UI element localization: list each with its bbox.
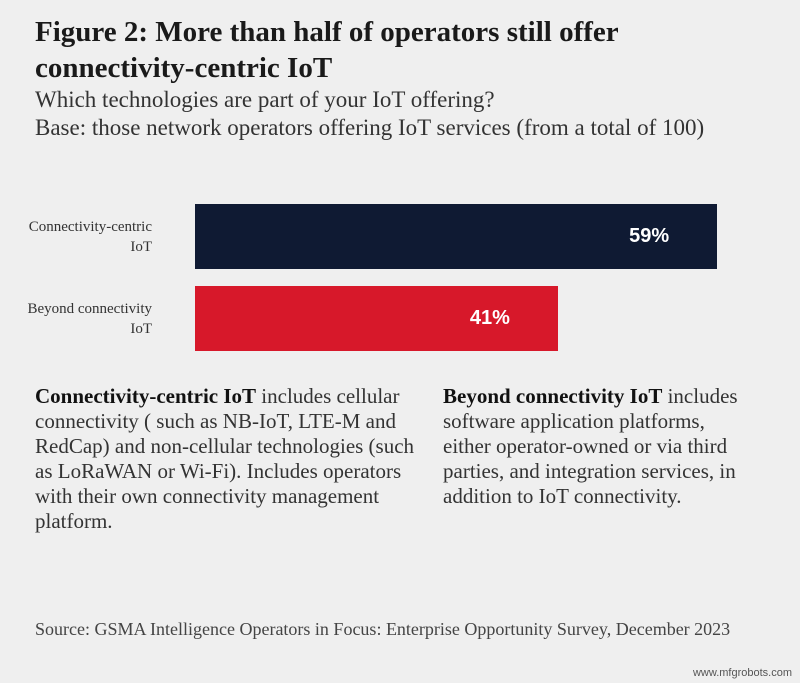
subtitle-block: Which technologies are part of your IoT … xyxy=(35,86,735,142)
note: Beyond connectivity IoT includes softwar… xyxy=(443,384,753,509)
bar xyxy=(195,286,558,351)
bar xyxy=(195,204,718,269)
note-term: Beyond connectivity IoT xyxy=(443,384,663,408)
category-label: Connectivity-centric IoT xyxy=(28,218,152,255)
subtitle: Which technologies are part of your IoT … xyxy=(35,87,495,112)
note: Connectivity-centric IoT includes cellul… xyxy=(35,384,415,534)
value-label: 41% xyxy=(469,306,510,329)
note-text: includes software application platforms,… xyxy=(443,384,738,508)
note-term: Connectivity-centric IoT xyxy=(35,384,257,408)
category-label: Beyond connectivity IoT xyxy=(27,300,152,337)
watermark: www.mfgrobots.com xyxy=(692,667,792,679)
base-note: Base: those network operators offering I… xyxy=(35,115,705,140)
value-label: 59% xyxy=(629,224,670,247)
note-text: includes cellular connectivity ( such as… xyxy=(35,384,415,533)
source: Source: GSMA Intelligence Operators in F… xyxy=(35,619,731,639)
chart-title: Figure 2: More than half of operators st… xyxy=(35,16,619,84)
